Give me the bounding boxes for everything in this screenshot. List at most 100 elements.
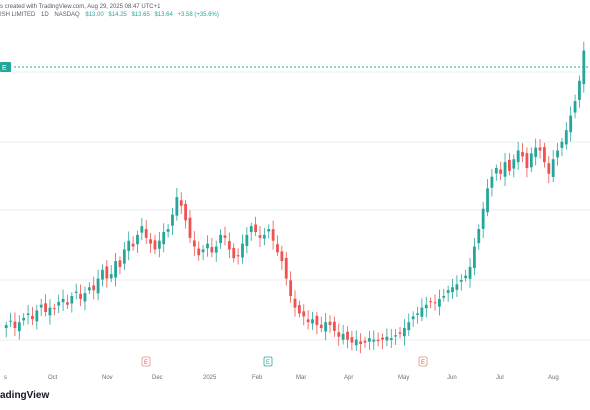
exchange: NASDAQ [54,12,80,18]
x-tick-label: Dec [152,375,163,381]
candle-body [153,240,157,250]
event-marker[interactable] [263,356,273,367]
price-tag-box [0,62,11,72]
candle-body [245,234,249,247]
candle-body [354,339,358,346]
candle-body [455,284,459,290]
candle-body [227,241,231,250]
candle-body [26,313,30,316]
candle-body [573,101,577,113]
candle-body [83,293,87,302]
ohlc-high: $14.25 [108,12,127,18]
x-tick-label: Feb [252,375,263,381]
candle-body [332,321,336,331]
event-marker-label: E [266,360,270,366]
candle-body [17,322,21,332]
candle-body [402,328,406,337]
candle-body [114,261,117,278]
footer: adingView [0,388,200,406]
candle-body [398,332,402,334]
candle-body [289,280,293,296]
candle-body [131,243,135,247]
candle-body [31,315,34,320]
candle-body [481,208,485,229]
candle-body [206,243,209,249]
ohlc-close: $13.64 [154,12,173,18]
candle-body [350,337,354,343]
candle-body [438,298,441,307]
candle-body [372,339,376,342]
candle-body [578,80,581,100]
event-marker[interactable] [418,356,428,367]
candle-body [192,240,196,247]
candle-body [324,322,328,332]
candle-body [551,159,555,177]
candle-body [13,321,17,328]
candle-body [416,313,419,315]
candle-body [136,234,139,245]
candle-body [241,243,244,258]
event-marker-label: E [144,360,148,366]
candle-body [39,304,43,308]
candle-body [87,287,91,291]
candle-body [271,229,275,241]
candle-body [157,240,161,249]
header-caption: s created with TradingView.com, Aug 29, … [0,4,161,10]
candle-body [315,315,319,326]
candle-body [543,147,546,163]
candle-body [179,200,183,206]
candle-body [149,239,152,244]
candle-body [459,280,463,282]
ohlc-low: $13.65 [131,12,150,18]
x-tick-label: Oct [48,375,58,381]
candle-body [44,303,47,312]
chart-header: s created with TradingView.com, Aug 29, … [0,2,590,34]
candle-body [297,305,301,314]
candle-body [564,130,568,145]
candle-body [118,260,122,267]
candle-body [367,338,371,342]
x-axis: s Oct Nov Dec 2025 Feb Mar Apr May Jun Jul Aug [4,375,559,381]
x-tick-label: Aug [548,375,559,381]
candle-body [122,249,126,264]
candle-body [376,339,380,342]
candle-body [22,317,26,321]
candle-body [66,302,69,305]
candle-body [306,319,310,323]
candle-body [214,246,218,253]
candle-body [473,246,476,268]
candle-body [407,322,411,331]
candle-body [420,307,424,317]
candle-body [267,229,271,232]
candle-body [197,248,201,256]
candle-body [385,336,389,341]
x-tick-label: Apr [344,375,353,381]
candle-body [61,298,65,303]
x-tick-label: Jul [496,375,504,381]
candle-body [534,147,538,157]
candle-body [468,266,472,279]
candle-body [144,229,148,238]
candle-body [451,287,454,293]
candle-body [92,285,96,291]
candle-body [556,150,559,158]
candle-body [201,249,205,253]
candle-body [249,226,253,233]
event-marker[interactable] [141,356,151,367]
candle-body [35,310,39,322]
candle-body [262,234,266,239]
candle-body [280,251,284,262]
candle-body [433,302,437,304]
candle-body [236,255,240,257]
candle-body [582,50,586,85]
candle-body [512,159,516,169]
candle-body [529,153,533,168]
candle-body [254,224,258,232]
symbol-name: ISH LIMITED [0,12,36,18]
candle-body [446,290,450,293]
candle-body [521,152,524,157]
candle-body [508,159,511,171]
candle-body [175,197,179,216]
